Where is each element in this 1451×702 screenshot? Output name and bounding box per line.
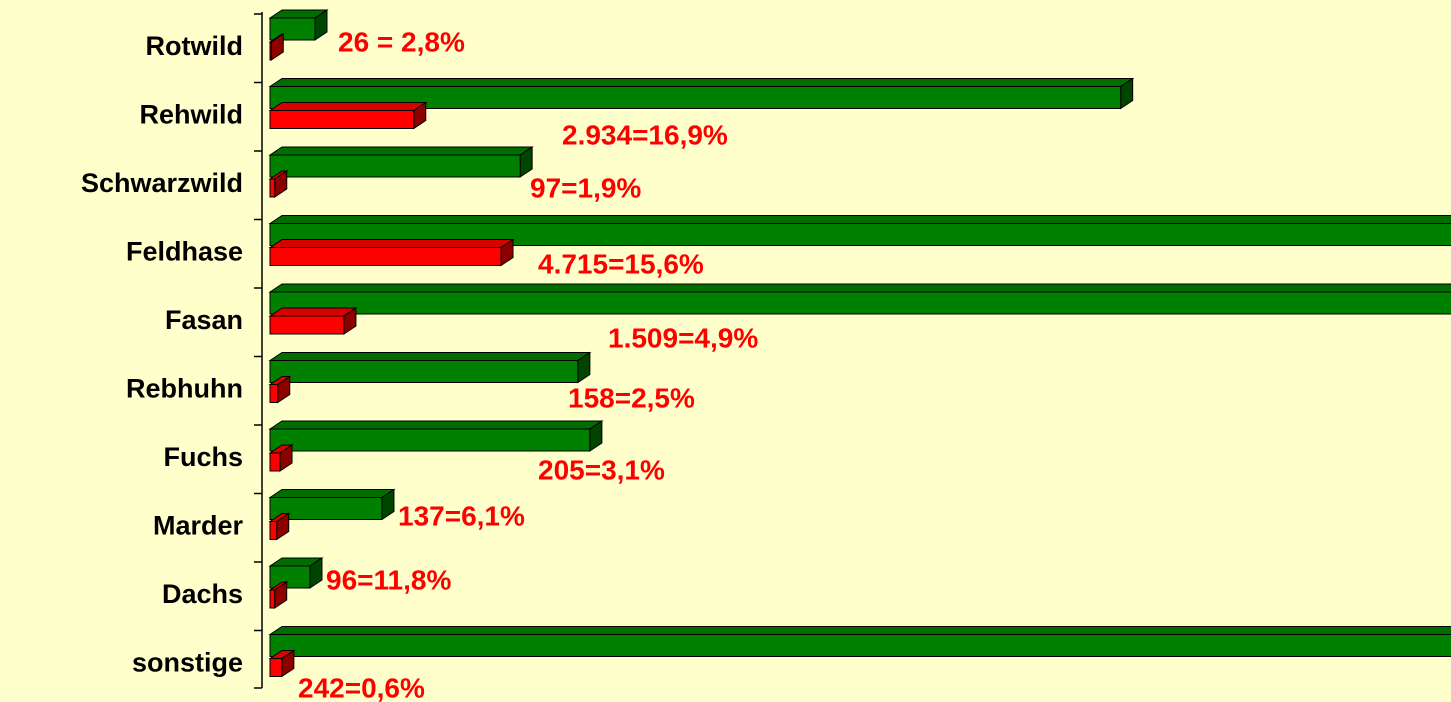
data-label: 1.509=4,9% [608,322,758,353]
bar [269,360,579,383]
category-label: Feldhase [126,237,243,267]
bar [269,315,345,335]
category-label: Dachs [162,579,243,609]
bar [269,86,1122,109]
plot [268,9,1451,678]
bar [269,223,1451,246]
bar [269,154,521,178]
bar-top [268,352,592,361]
bar [269,178,276,198]
bar [269,110,415,129]
bar-top [268,102,428,111]
bar [269,565,311,589]
data-label: 2.934=16,9% [562,119,728,150]
category-label: Fuchs [163,442,243,472]
category-label: Rotwild [146,31,243,61]
bar [269,247,502,266]
data-label: 97=1,9% [530,172,641,203]
data-label: 96=11,8% [326,564,451,595]
bar-top [268,283,1451,293]
data-label: 205=3,1% [538,454,665,485]
data-label: 4.715=15,6% [538,248,704,279]
category-label: Fasan [165,305,243,335]
data-label: 137=6,1% [398,500,525,531]
data-label: 26 = 2,8% [338,26,465,57]
bar [269,521,278,540]
bar [269,658,283,677]
bar-top [268,78,1135,87]
bar [269,291,1451,315]
bar [269,41,272,61]
bar [269,428,591,452]
category-label: sonstige [132,648,243,678]
category-label: Marder [153,511,244,541]
bar [269,17,316,41]
data-label: 158=2,5% [568,382,695,413]
category-label: Rebhuhn [126,374,243,404]
bar-top [268,307,358,317]
data-label: 242=0,6% [298,672,425,702]
bar-top [268,489,396,498]
bar-top [268,626,1451,635]
bar-top [268,146,534,156]
bar [269,384,279,403]
category-label: Rehwild [139,100,243,130]
bar-top [268,239,515,248]
bar [269,634,1451,657]
bar [269,589,276,609]
bar-top [268,420,604,430]
category-label: Schwarzwild [81,168,243,198]
bar-top [268,215,1451,224]
bar [269,452,281,472]
bar [269,497,383,520]
